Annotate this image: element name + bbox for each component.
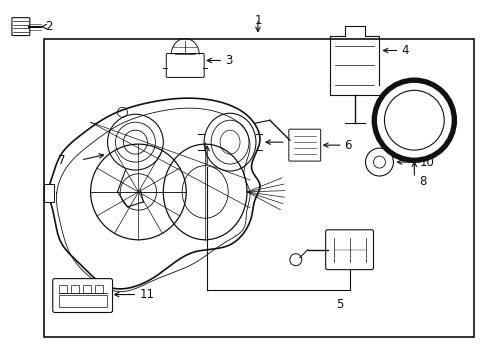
Bar xyxy=(71,285,79,293)
FancyBboxPatch shape xyxy=(166,54,203,77)
Text: 3: 3 xyxy=(224,54,232,67)
Text: 4: 4 xyxy=(401,44,408,57)
Text: 6: 6 xyxy=(344,139,351,152)
Bar xyxy=(59,294,106,306)
Text: 5: 5 xyxy=(335,298,343,311)
Text: 10: 10 xyxy=(419,156,433,168)
Bar xyxy=(59,285,66,293)
FancyBboxPatch shape xyxy=(288,129,320,161)
FancyBboxPatch shape xyxy=(53,279,112,312)
Bar xyxy=(44,39,473,337)
Bar xyxy=(44,184,54,202)
FancyBboxPatch shape xyxy=(325,230,373,270)
Text: 8: 8 xyxy=(419,175,426,189)
FancyBboxPatch shape xyxy=(12,18,30,36)
Text: 9: 9 xyxy=(287,136,295,149)
Text: 7: 7 xyxy=(58,154,65,167)
Bar xyxy=(82,285,90,293)
Text: 2: 2 xyxy=(45,20,52,33)
Bar xyxy=(94,285,102,293)
Text: 1: 1 xyxy=(254,14,261,27)
Text: 11: 11 xyxy=(139,288,154,301)
